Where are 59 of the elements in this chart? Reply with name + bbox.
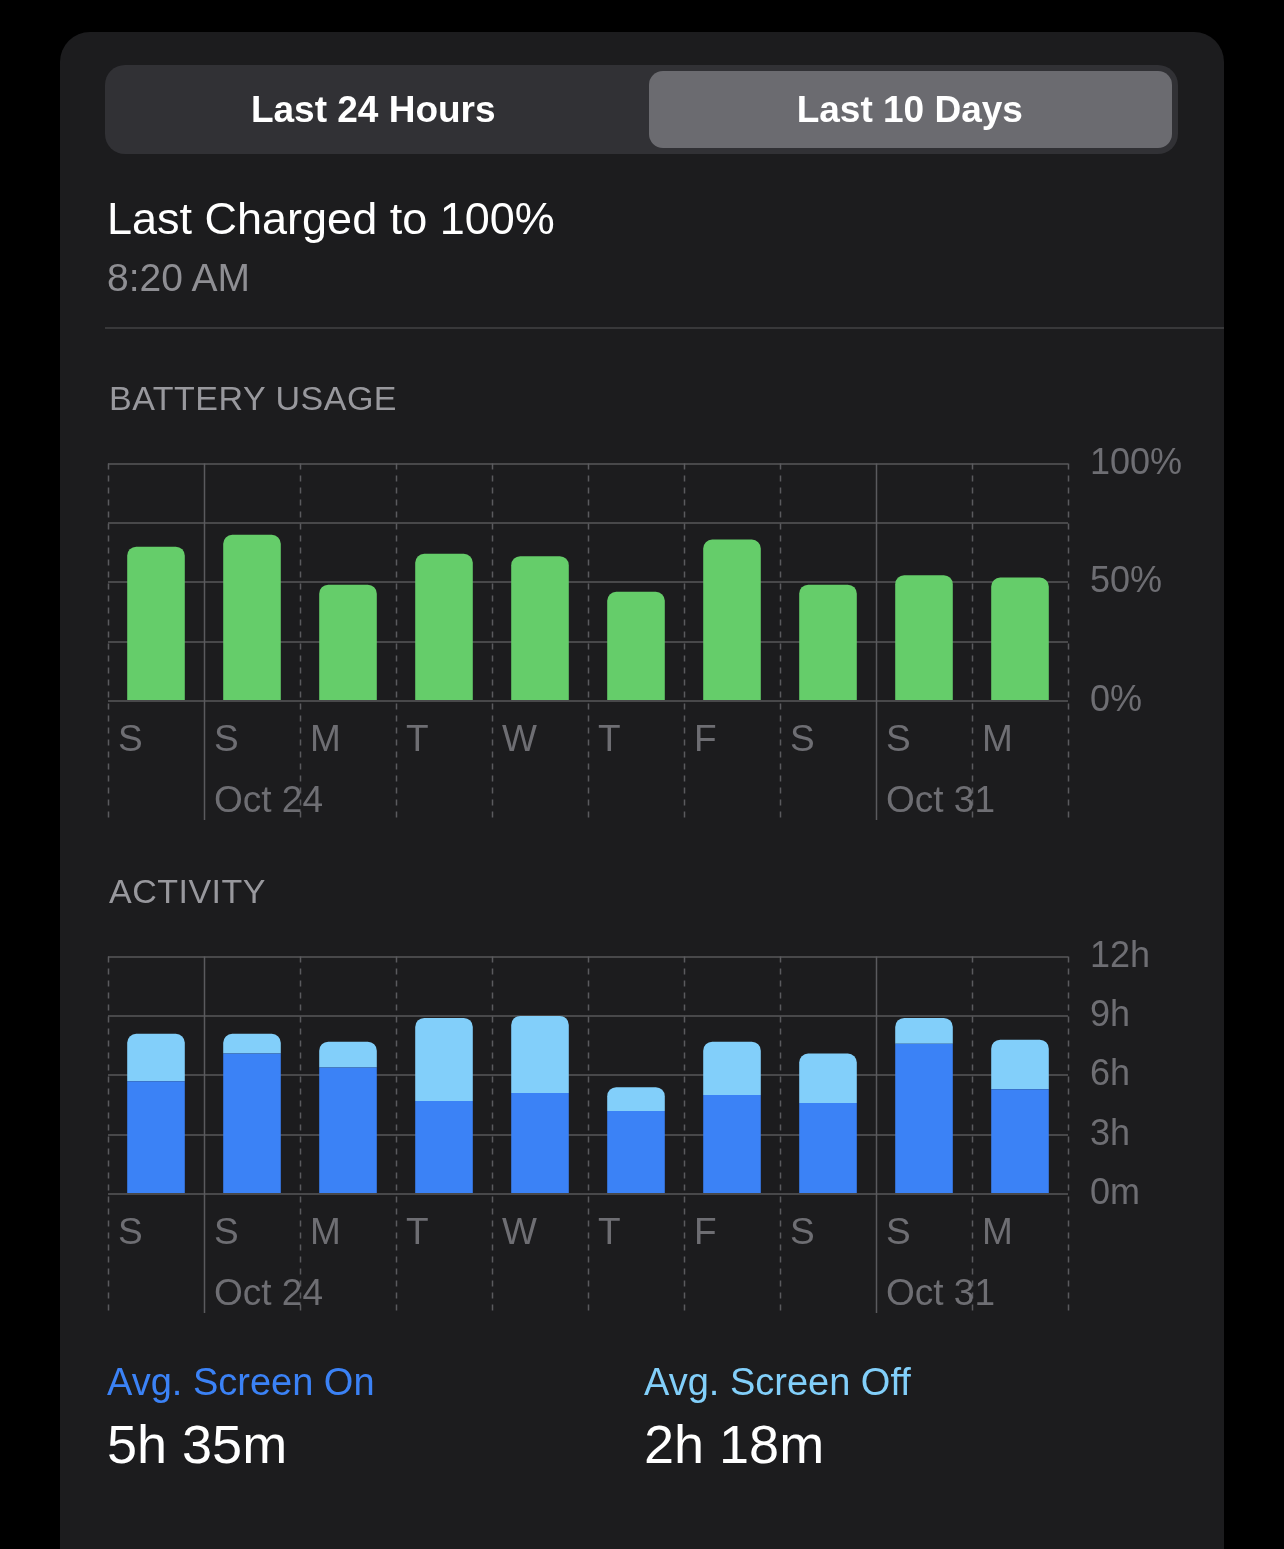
chart-title: BATTERY USAGE — [109, 378, 398, 419]
text: Avg. Screen On — [107, 1360, 375, 1405]
chart-title: ACTIVITY — [109, 871, 267, 912]
text: 5h 35m — [107, 1412, 288, 1475]
bar — [799, 584, 857, 700]
bar — [703, 1041, 761, 1096]
bar — [703, 1095, 761, 1193]
bar — [127, 546, 185, 700]
bar — [991, 1039, 1049, 1090]
x-tick-label: W — [502, 718, 537, 760]
x-tick-label: T — [406, 718, 429, 760]
bar — [511, 556, 569, 700]
y-tick-label: 0m — [1090, 1170, 1141, 1212]
bar — [799, 1103, 857, 1193]
y-tick-label: 12h — [1090, 933, 1151, 975]
y-tick-label: 6h — [1090, 1052, 1131, 1094]
bar — [991, 1089, 1049, 1193]
bar — [319, 1067, 377, 1193]
x-tick-label: T — [406, 1211, 429, 1253]
y-tick-label: 100% — [1090, 440, 1183, 482]
text: 2h 18m — [644, 1412, 825, 1475]
bar — [127, 1033, 185, 1082]
bar — [127, 1081, 185, 1193]
bar — [991, 577, 1049, 700]
bar — [607, 1110, 665, 1193]
segmented-control: Last 24 Hours Last 10 Days — [105, 65, 1178, 154]
x-tick-label: F — [694, 1211, 717, 1253]
text: Avg. Screen Off — [644, 1360, 911, 1405]
bar — [223, 534, 281, 700]
x-tick-label: T — [598, 718, 621, 760]
y-tick-label: 0% — [1090, 677, 1143, 719]
bar — [895, 575, 953, 700]
x-tick-label: F — [694, 718, 717, 760]
y-tick-label: 3h — [1090, 1111, 1131, 1153]
bar — [319, 1041, 377, 1068]
x-tick-label: S — [118, 1211, 143, 1253]
x-tick-label: T — [598, 1211, 621, 1253]
bar — [607, 1087, 665, 1111]
bar — [703, 539, 761, 700]
bar — [223, 1053, 281, 1193]
bar — [415, 553, 473, 700]
bar — [895, 1017, 953, 1044]
text: 8:20 AM — [107, 256, 251, 301]
bar — [799, 1053, 857, 1103]
bar — [223, 1033, 281, 1054]
x-tick-label: S — [790, 718, 815, 760]
bar — [415, 1017, 473, 1102]
x-tick-label: S — [790, 1211, 815, 1253]
bar — [319, 584, 377, 700]
text: Last Charged to 100% — [107, 192, 555, 245]
y-tick-label: 50% — [1090, 559, 1163, 601]
x-tick-label: S — [118, 718, 143, 760]
bar — [607, 591, 665, 700]
y-tick-label: 9h — [1090, 992, 1131, 1034]
bar — [511, 1093, 569, 1193]
bar — [415, 1101, 473, 1193]
bar — [895, 1043, 953, 1193]
bar — [511, 1015, 569, 1094]
x-tick-label: W — [502, 1211, 537, 1253]
